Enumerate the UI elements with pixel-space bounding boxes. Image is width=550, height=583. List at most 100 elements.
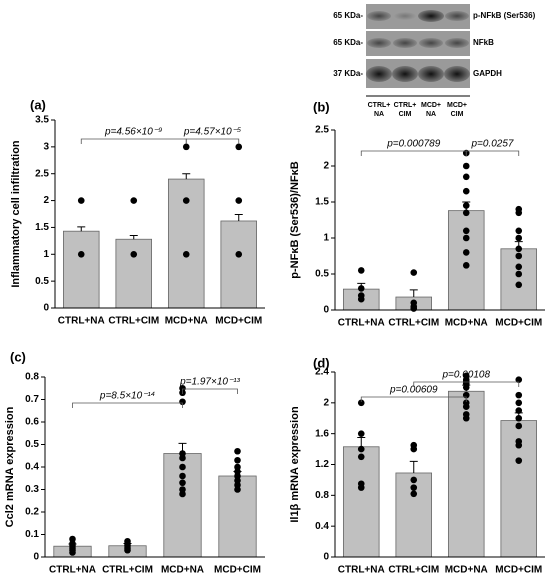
data-point — [462, 209, 470, 217]
data-point — [410, 490, 418, 498]
data-point — [179, 490, 186, 498]
data-point — [179, 463, 186, 471]
y-tick-label: 3 — [43, 141, 49, 152]
lane-label: NA — [374, 111, 384, 118]
x-tick-label: CTRL+CIM — [102, 565, 153, 576]
y-tick-label: 0.3 — [25, 484, 39, 495]
data-point — [357, 399, 365, 407]
data-point — [410, 476, 418, 484]
lane-label: MCD+ — [447, 102, 467, 109]
y-tick-label: 1.2 — [315, 459, 329, 470]
data-point — [515, 457, 523, 464]
lane-label: CTRL+ — [368, 102, 391, 109]
significance-bracket — [360, 150, 467, 156]
data-point — [179, 398, 186, 406]
x-tick-label: CTRL+NA — [338, 565, 385, 576]
data-point — [410, 305, 418, 312]
x-tick-label: MCD+NA — [165, 316, 208, 327]
x-tick-label: MCD+CIM — [214, 565, 261, 576]
y-tick-label: 2.5 — [315, 125, 329, 136]
y-tick-label: 3.5 — [35, 115, 49, 126]
data-point — [179, 454, 186, 462]
panel-label: (d) — [313, 355, 330, 370]
p-value: p=0.00609 — [389, 385, 438, 396]
data-point — [357, 285, 365, 292]
y-tick-label: 0.6 — [25, 417, 39, 428]
data-point — [179, 472, 186, 480]
blot-protein: p-NFkB (Ser536) — [473, 11, 536, 20]
data-point — [515, 441, 523, 449]
error-bar — [77, 226, 86, 232]
band — [366, 66, 392, 82]
data-point — [130, 197, 138, 204]
data-point — [515, 376, 523, 384]
data-point — [462, 173, 470, 181]
y-tick-label: 0.5 — [35, 276, 49, 287]
data-point — [462, 249, 470, 256]
y-tick-label: 0.8 — [315, 490, 329, 501]
y-tick-label: 0.4 — [315, 521, 329, 532]
band — [444, 66, 470, 82]
x-tick-label: MCD+NA — [445, 318, 488, 329]
band — [367, 11, 391, 21]
y-tick-label: 0 — [323, 552, 329, 563]
data-point — [235, 143, 243, 151]
data-point — [515, 414, 523, 422]
data-point — [357, 430, 365, 437]
data-point — [515, 234, 523, 242]
band — [418, 66, 444, 82]
x-tick-label: CTRL+NA — [49, 565, 96, 576]
band — [393, 38, 417, 48]
lane-label: CTRL+ — [394, 102, 417, 109]
y-tick-label: 0.8 — [25, 372, 39, 383]
data-point — [357, 453, 365, 461]
data-point — [515, 270, 523, 278]
data-point — [462, 227, 470, 235]
p-value: p=0.000789 — [386, 139, 441, 150]
data-point — [235, 197, 243, 204]
data-point — [69, 549, 76, 556]
lane-label: CIM — [451, 111, 464, 118]
blot-protein: GAPDH — [473, 69, 502, 78]
data-point — [410, 445, 418, 453]
data-point — [410, 269, 418, 276]
y-tick-label: 0.5 — [25, 439, 39, 450]
x-tick-label: MCD+NA — [445, 565, 488, 576]
data-point — [182, 197, 190, 204]
x-tick-label: MCD+CIM — [215, 316, 262, 327]
band — [445, 38, 469, 48]
blot-size: 65 KDa- — [333, 38, 363, 47]
x-tick-label: CTRL+CIM — [388, 565, 439, 576]
y-tick-label: 0.7 — [25, 394, 39, 405]
data-point — [462, 262, 470, 269]
band — [394, 12, 416, 20]
significance-bracket — [80, 138, 187, 144]
x-tick-label: CTRL+CIM — [108, 316, 159, 327]
x-tick-label: MCD+CIM — [495, 565, 542, 576]
data-point — [462, 403, 470, 410]
error-bar — [409, 289, 418, 298]
data-point — [182, 250, 190, 258]
y-axis-label: Ccl2 mRNA expression — [4, 406, 16, 527]
bar — [63, 230, 100, 309]
p-value: p=1.97×10⁻¹³ — [179, 377, 240, 388]
error-bar — [234, 214, 243, 221]
y-tick-label: 2 — [43, 195, 49, 206]
significance-bracket — [72, 402, 183, 408]
data-point — [515, 422, 523, 430]
p-value: p=8.5×10⁻¹⁴ — [99, 391, 155, 402]
lane-label: NA — [426, 111, 436, 118]
bar — [447, 210, 485, 311]
significance-bracket — [465, 150, 520, 156]
x-tick-label: CTRL+NA — [58, 316, 105, 327]
data-point — [234, 486, 241, 493]
error-bar — [182, 173, 191, 180]
data-point — [462, 187, 470, 195]
data-point — [124, 546, 131, 554]
x-tick-label: MCD+NA — [161, 565, 204, 576]
data-point — [77, 250, 85, 258]
significance-bracket — [182, 388, 238, 394]
p-value: p=4.56×10⁻⁹ — [104, 127, 163, 138]
p-value: p=0.00108 — [441, 370, 490, 381]
